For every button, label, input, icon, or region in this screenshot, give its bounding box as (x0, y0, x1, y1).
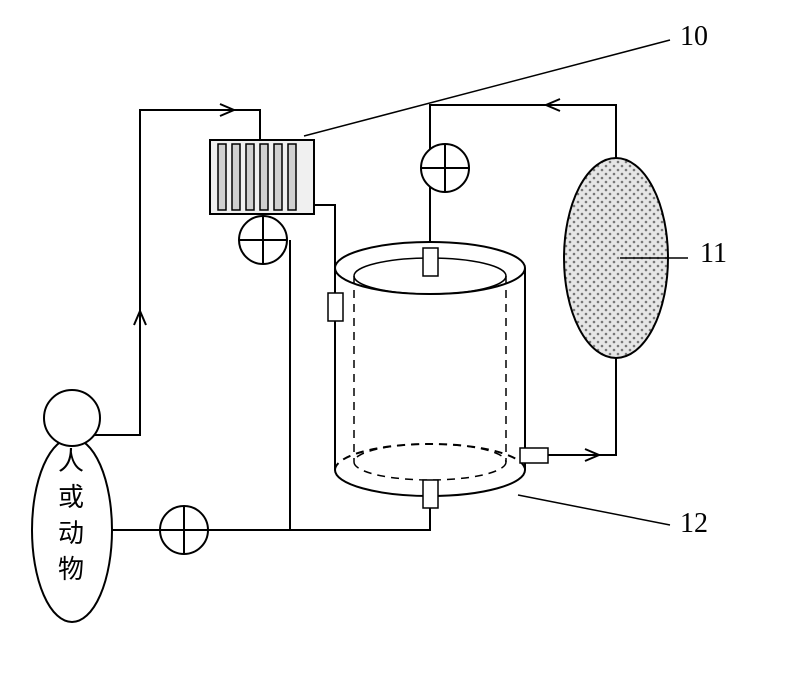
tank-bottom-back (335, 444, 525, 470)
heat-exchanger-fin (274, 144, 282, 210)
heat-exchanger-fin (246, 144, 254, 210)
callout-label-10: 10 (680, 21, 708, 52)
pipe-tank-to-body (98, 500, 430, 530)
body-label-char: 物 (58, 555, 84, 584)
tank-port (423, 480, 438, 508)
callout-line-12 (518, 495, 670, 525)
tank-port (423, 248, 438, 276)
tank-inner-bottom (354, 444, 506, 480)
pipe-hx-to-tank-in (314, 205, 335, 300)
tank-port (520, 448, 548, 463)
body-label-char: 动 (58, 519, 84, 548)
callout-label-12: 12 (680, 508, 708, 539)
heat-exchanger-fin (218, 144, 226, 210)
heat-exchanger-fin (260, 144, 268, 210)
callout-label-11: 11 (700, 238, 727, 269)
pipe-tank-to-filter (530, 358, 616, 455)
tank-port (328, 293, 343, 321)
heat-exchanger-fin (288, 144, 296, 210)
body-label-char: 人 (58, 447, 84, 476)
heat-exchanger-fin (232, 144, 240, 210)
body-head (44, 390, 100, 446)
body-label-char: 或 (58, 483, 84, 512)
